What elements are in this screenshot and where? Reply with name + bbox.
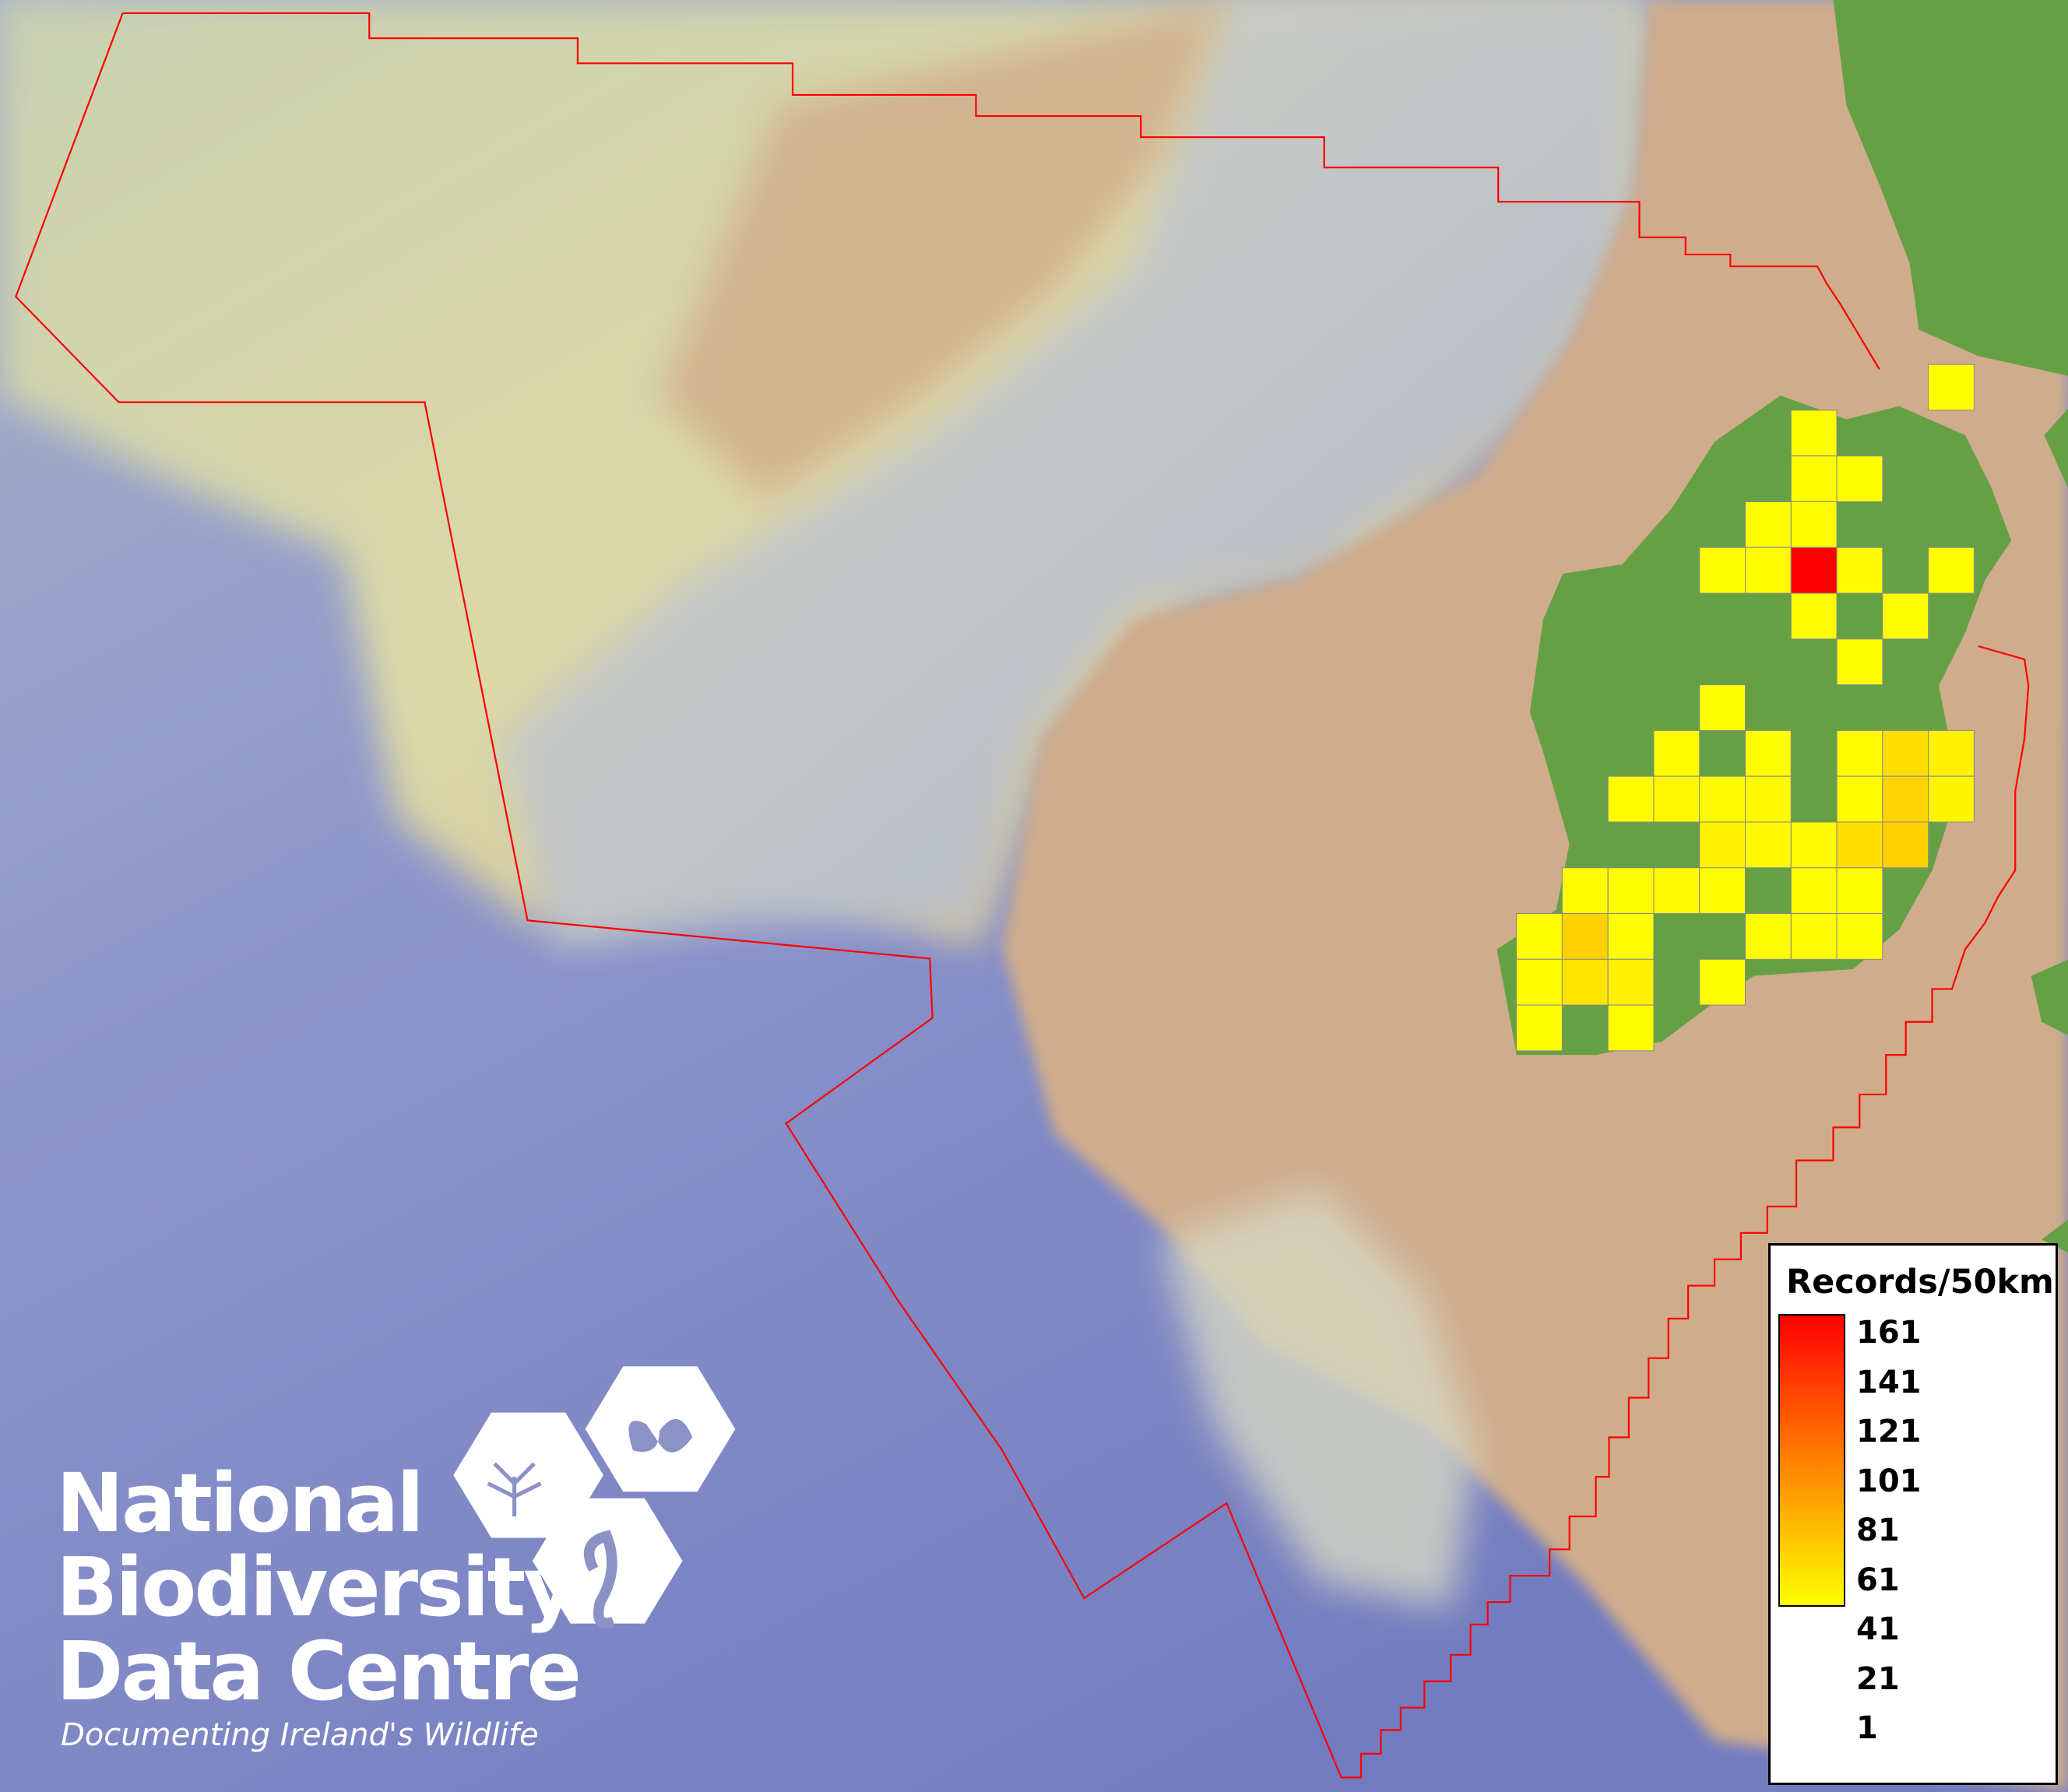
- grid-cell: [1699, 821, 1746, 869]
- logo-emblem: [453, 1366, 736, 1629]
- grid-cell: [1745, 775, 1792, 823]
- grid-cell: [1882, 821, 1929, 869]
- grid-cell: [1699, 546, 1746, 594]
- grid-cell: [1790, 455, 1838, 503]
- survey-boundary-west: [15, 12, 2030, 1779]
- legend-tick-label: 41: [1856, 1611, 1900, 1647]
- grid-cell: [1745, 821, 1792, 869]
- grid-cell: [1882, 729, 1929, 777]
- butterfly-icon: [585, 1366, 736, 1492]
- legend-tick-label: 81: [1856, 1513, 1900, 1548]
- survey-boundary: [122, 12, 1880, 370]
- logo-line-2: Biodiversity: [56, 1540, 576, 1635]
- grid-cell: [1790, 409, 1838, 457]
- grid-cell: [1653, 729, 1700, 777]
- grid-cell: [1790, 592, 1838, 640]
- logo-line-3: Data Centre: [56, 1624, 582, 1719]
- grid-cell: [1653, 775, 1700, 823]
- legend: Records/50km 161 141 121 101 81 61 41 21 1: [1768, 1243, 2058, 1785]
- legend-tick-label: 21: [1856, 1660, 1900, 1697]
- grid-cell: [1790, 501, 1838, 548]
- grid-cell: [1745, 729, 1792, 777]
- grid-cell: [1928, 729, 1975, 777]
- grid-cell: [1836, 821, 1883, 869]
- grid-cell: [1607, 958, 1655, 1006]
- grid-cell: [1561, 867, 1609, 915]
- porcupine-bank: [1160, 1186, 1478, 1609]
- grid-cell: [1699, 958, 1746, 1006]
- grid-cell: [1653, 867, 1700, 915]
- legend-title: Records/50km: [1786, 1263, 2054, 1302]
- grid-cell: [1790, 867, 1838, 915]
- grid-cell: [1790, 546, 1838, 594]
- grid-cell: [1882, 775, 1929, 823]
- legend-color-ramp: [1778, 1314, 1845, 1607]
- grid-cell: [1836, 455, 1883, 503]
- rockall-trough: [501, 0, 1636, 950]
- grid-cell: [1882, 592, 1929, 640]
- grid-cell: [1699, 684, 1746, 731]
- grid-cell: [1790, 913, 1838, 960]
- grid-cell: [1699, 775, 1746, 823]
- grid-cell: [1607, 1004, 1655, 1052]
- legend-tick-label: 141: [1856, 1364, 1922, 1400]
- grid-cell: [1836, 775, 1883, 823]
- grid-cell: [1928, 546, 1975, 594]
- legend-tick-label: 1: [1856, 1710, 1878, 1746]
- grid-cell: [1607, 867, 1655, 915]
- grid-cell: [1928, 364, 1975, 411]
- grid-cell: [1745, 501, 1792, 548]
- legend-tick-label: 61: [1856, 1562, 1900, 1598]
- grid-cell: [1836, 867, 1883, 915]
- grid-cell: [1607, 913, 1655, 960]
- legend-tick-label: 101: [1856, 1463, 1922, 1499]
- logo-line-1: National: [56, 1456, 424, 1551]
- grid-cell: [1516, 958, 1563, 1006]
- grid-cell: [1836, 546, 1883, 594]
- upper-shelf: [659, 0, 1227, 501]
- grid-cell: [1561, 913, 1609, 960]
- grid-cell: [1516, 1004, 1563, 1052]
- grid-cell: [1745, 546, 1792, 594]
- grid-cell: [1928, 775, 1975, 823]
- grid-cell: [1699, 867, 1746, 915]
- logo-tagline: Documenting Ireland's Wildlife: [61, 1717, 539, 1753]
- grid-cell: [1561, 958, 1609, 1006]
- grid-cell: [1836, 913, 1883, 960]
- grid-cell: [1836, 638, 1883, 686]
- grid-cell: [1516, 913, 1563, 960]
- record-grid: [1516, 364, 1975, 1052]
- legend-tick-label: 161: [1856, 1315, 1922, 1351]
- scotland-land: [1833, 0, 2068, 376]
- grid-cell: [1745, 913, 1792, 960]
- grid-cell: [1836, 729, 1883, 777]
- grid-cell: [1607, 775, 1655, 823]
- grid-cell: [1790, 821, 1838, 869]
- legend-tick-label: 121: [1856, 1414, 1922, 1449]
